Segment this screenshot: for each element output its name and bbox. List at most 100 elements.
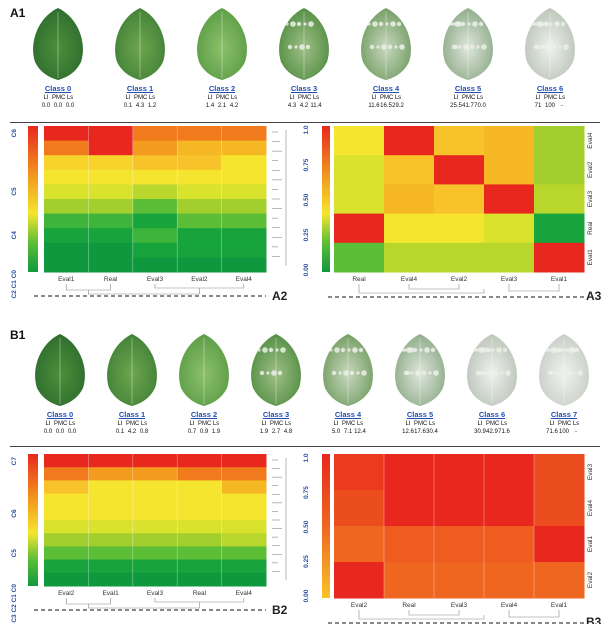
heatmap-cell <box>534 454 585 491</box>
leaf-spot <box>424 347 430 353</box>
heatmap-cell <box>88 242 134 258</box>
heatmap-cell <box>434 526 485 563</box>
leaf-spot <box>480 347 486 353</box>
heatmap-cell <box>434 126 485 156</box>
class-label: Class 1 <box>118 410 146 419</box>
heatmap-cell <box>384 242 435 273</box>
leaf-spot <box>285 22 289 26</box>
leaf-spot <box>544 21 550 27</box>
leaf-image <box>323 334 373 406</box>
scale-tick: 0.25 <box>303 555 310 568</box>
scale-label: C3 C2 C1 C0 <box>11 270 18 300</box>
heatmap-cell <box>132 242 178 258</box>
leaf-spot <box>299 44 305 50</box>
row-label: Eval1 <box>587 535 594 552</box>
scale-label: C6 <box>11 129 18 138</box>
heatmap-cell <box>88 184 134 200</box>
leaf-spot <box>290 21 296 27</box>
leaf-spot <box>378 21 384 27</box>
leaf-image <box>525 8 575 80</box>
metric-headers: LI PMCLs <box>289 95 320 101</box>
heatmap-cell <box>177 467 223 481</box>
leaf-shape <box>179 334 229 406</box>
leaf-spot <box>280 347 286 353</box>
heatmap-cell <box>221 454 267 468</box>
column-label: Eval3 <box>147 590 164 597</box>
leaf-image <box>179 334 229 406</box>
heatmap-cell <box>484 126 535 156</box>
heatmap-cell <box>221 199 267 215</box>
metric-values: 71 100- <box>534 103 563 109</box>
leaf-spot <box>561 370 567 376</box>
metric-headers: LI PMCLs <box>405 421 436 427</box>
heatmap-cell <box>88 126 134 142</box>
heatmap-cell <box>88 169 134 185</box>
heatmap-cell <box>177 213 223 229</box>
heatmap-cell <box>44 520 89 534</box>
column-label: Eval3 <box>451 602 468 609</box>
heatmap-cell <box>88 572 134 587</box>
leaf-spot <box>542 45 546 49</box>
heatmap-cell <box>88 213 134 229</box>
heatmap-cell <box>44 546 89 561</box>
heatmap-cell <box>221 184 267 200</box>
leaf-image <box>467 334 517 406</box>
column-label: Eval3 <box>147 276 164 283</box>
column-dendrogram <box>65 284 245 295</box>
heatmap-cell <box>132 213 178 229</box>
heatmap-cell <box>132 520 178 534</box>
heatmap-cell <box>132 467 178 481</box>
heatmap-cell <box>44 155 89 171</box>
leaf-spot <box>296 21 302 27</box>
heatmap-cell <box>534 184 585 215</box>
leaf-spot <box>538 21 544 27</box>
heatmap-cell <box>334 155 385 185</box>
heatmap-cell <box>434 213 485 244</box>
heatmap-cell <box>221 520 267 534</box>
leaf-spot <box>308 21 314 27</box>
leaf-spot <box>277 370 283 376</box>
leaf-spot <box>347 348 351 352</box>
heatmap-cell <box>221 480 267 495</box>
panel-label: B2 <box>272 603 288 617</box>
class-label: Class 0 <box>46 410 74 419</box>
leaf-spot <box>385 22 389 26</box>
leaf-image <box>279 8 329 80</box>
leaf-spot <box>340 347 346 353</box>
leaf-spot <box>567 370 573 376</box>
heatmap-cell <box>334 126 385 156</box>
leaf-spot <box>478 21 484 27</box>
leaf-spot <box>408 347 414 353</box>
class-label: Class 1 <box>126 84 154 93</box>
row-dendrogram <box>272 458 287 580</box>
leaf-spot <box>476 45 480 49</box>
column-label: Eval1 <box>551 602 568 609</box>
leaf-spot <box>535 44 541 50</box>
heatmap-cell <box>88 559 134 574</box>
class-label: Class 4 <box>334 410 362 419</box>
color-scale-bar <box>322 454 330 598</box>
heatmap-b3: 1.0 0.75 0.50 0.25 0.00 Eval2 Real Eval3 Eval4 Ev… <box>303 453 602 624</box>
heatmap-cell <box>44 454 89 468</box>
leaf-spot <box>475 348 479 352</box>
leaf-spot <box>412 347 418 353</box>
heatmap-cell <box>88 228 134 244</box>
class-label: Class 0 <box>44 84 72 93</box>
leaf-spot <box>467 22 471 26</box>
leaf-spot <box>577 370 583 376</box>
heatmap-cell <box>132 257 178 273</box>
leaf-spot <box>405 370 411 376</box>
leaf-image <box>107 334 157 406</box>
leaf-spot <box>484 371 488 375</box>
heatmap-cell <box>221 572 267 587</box>
leaf-spot <box>549 22 553 26</box>
heatmap-cell <box>221 533 267 547</box>
heatmap-cell <box>44 257 89 273</box>
class-label: Class 2 <box>190 410 218 419</box>
heatmap-cell <box>434 184 485 215</box>
heatmap-cell <box>434 562 485 599</box>
leaf-spot <box>453 44 459 50</box>
heatmap-cell <box>434 454 485 491</box>
leaf-spot <box>352 347 358 353</box>
leaf-spot <box>381 44 387 50</box>
